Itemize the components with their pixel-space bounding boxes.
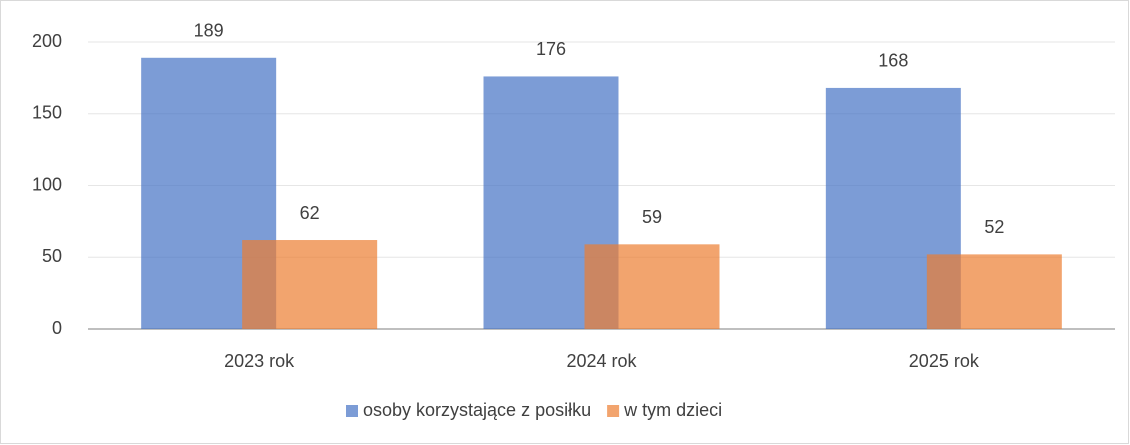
data-label: 62 xyxy=(300,203,320,223)
bar xyxy=(584,244,720,329)
x-tick-label: 2024 rok xyxy=(566,351,637,371)
bar xyxy=(926,254,1062,329)
legend-label: w tym dzieci xyxy=(623,400,722,420)
y-tick-label: 200 xyxy=(32,31,62,51)
y-tick-label: 0 xyxy=(52,318,62,338)
y-tick-label: 150 xyxy=(32,103,62,123)
legend-swatch xyxy=(607,405,620,417)
data-label: 59 xyxy=(642,207,662,227)
legend-swatch xyxy=(346,405,358,417)
data-label: 52 xyxy=(984,217,1004,237)
bar xyxy=(242,240,378,329)
y-tick-label: 100 xyxy=(32,174,62,194)
x-tick-label: 2023 rok xyxy=(224,351,295,371)
data-label: 168 xyxy=(878,51,908,71)
legend-label: osoby korzystające z posiłku xyxy=(363,400,591,420)
y-tick-label: 50 xyxy=(42,246,62,266)
x-tick-label: 2025 rok xyxy=(909,351,980,371)
data-label: 176 xyxy=(536,39,566,59)
data-label: 189 xyxy=(194,21,224,41)
